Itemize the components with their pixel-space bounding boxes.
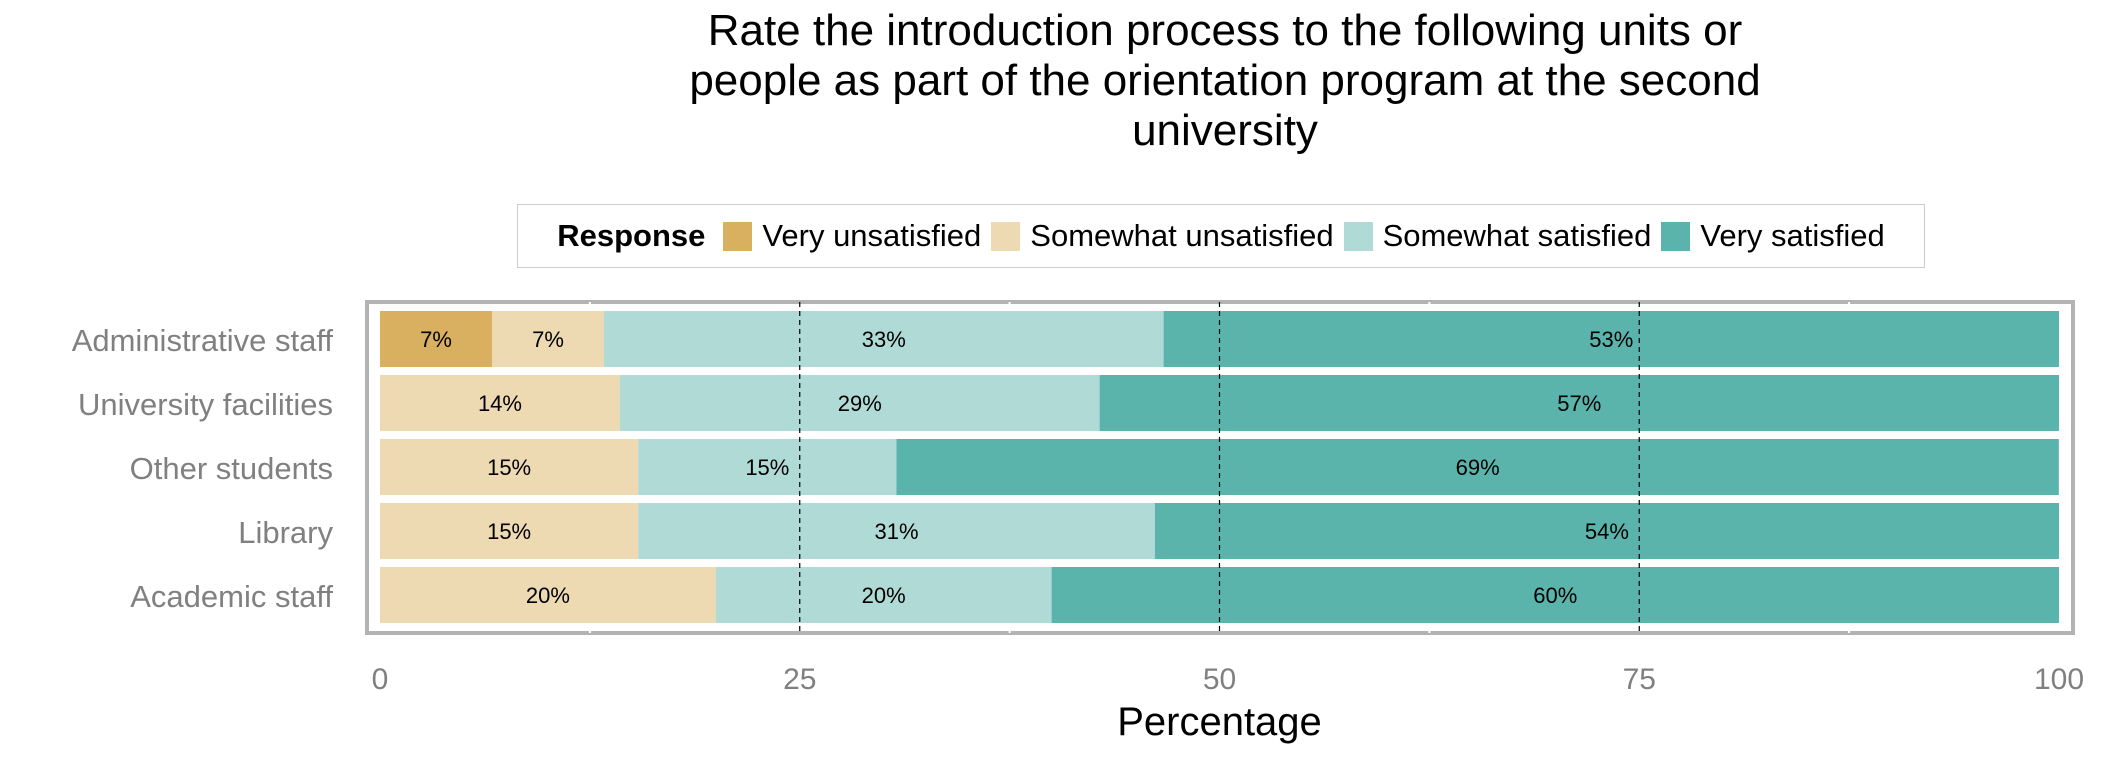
data-label: 29% bbox=[838, 391, 882, 416]
legend-item-very-unsatisfied: Very unsatisfied bbox=[723, 218, 981, 254]
legend-swatch bbox=[723, 221, 753, 251]
bar-segment bbox=[380, 567, 716, 623]
data-label: 31% bbox=[875, 519, 919, 544]
legend-swatch bbox=[1343, 221, 1373, 251]
data-label: 15% bbox=[745, 455, 789, 480]
bar-segment bbox=[638, 439, 897, 495]
data-label: 7% bbox=[532, 327, 564, 352]
data-label: 15% bbox=[487, 455, 531, 480]
data-label: 20% bbox=[526, 583, 570, 608]
category-label: University facilities bbox=[78, 387, 333, 422]
bar-segment bbox=[603, 311, 1164, 367]
x-tick-label: 100 bbox=[2034, 663, 2084, 696]
data-label: 53% bbox=[1589, 327, 1633, 352]
legend-swatch bbox=[991, 221, 1021, 251]
category-label: Other students bbox=[130, 451, 333, 486]
bar-segment bbox=[380, 439, 639, 495]
x-tick-label: 25 bbox=[783, 663, 816, 696]
bar-segment bbox=[715, 567, 1052, 623]
legend-swatch bbox=[1661, 221, 1691, 251]
x-tick-label: 75 bbox=[1623, 663, 1656, 696]
x-tick-label: 0 bbox=[372, 663, 389, 696]
data-label: 20% bbox=[862, 583, 906, 608]
x-axis-title: Percentage bbox=[1117, 700, 1322, 744]
legend-label: Somewhat unsatisfied bbox=[1030, 218, 1334, 253]
legend-item-somewhat-unsatisfied: Somewhat unsatisfied bbox=[991, 218, 1334, 254]
bar-segment bbox=[1163, 311, 2059, 367]
bar-segment bbox=[380, 311, 492, 367]
legend-title: Response bbox=[557, 218, 706, 253]
category-label: Library bbox=[238, 515, 333, 550]
data-label: 15% bbox=[487, 519, 531, 544]
legend-label: Very unsatisfied bbox=[762, 218, 982, 253]
data-label: 33% bbox=[862, 327, 906, 352]
category-label: Administrative staff bbox=[72, 323, 334, 358]
bar-segment bbox=[619, 375, 1100, 431]
bar-segment bbox=[638, 503, 1155, 559]
data-label: 7% bbox=[420, 327, 452, 352]
data-label: 69% bbox=[1456, 455, 1500, 480]
bar-segment bbox=[1154, 503, 2059, 559]
legend-item-somewhat-satisfied: Somewhat satisfied bbox=[1343, 218, 1652, 254]
legend: Response Very unsatisfied Somewhat unsat… bbox=[517, 204, 1925, 268]
legend-label: Very satisfied bbox=[1700, 218, 1885, 253]
bar-segment bbox=[380, 503, 639, 559]
bar-segment bbox=[1099, 375, 2059, 431]
data-label: 14% bbox=[478, 391, 522, 416]
bar-segment bbox=[380, 375, 620, 431]
bar-segment bbox=[491, 311, 604, 367]
bar-segment bbox=[896, 439, 2059, 495]
data-label: 54% bbox=[1585, 519, 1629, 544]
legend-item-very-satisfied: Very satisfied bbox=[1661, 218, 1885, 254]
x-tick-label: 50 bbox=[1203, 663, 1236, 696]
category-label: Academic staff bbox=[130, 579, 333, 614]
legend-label: Somewhat satisfied bbox=[1382, 218, 1652, 253]
chart-title: Rate the introduction process to the fol… bbox=[689, 6, 1761, 155]
data-label: 57% bbox=[1557, 391, 1601, 416]
data-label: 60% bbox=[1533, 583, 1577, 608]
